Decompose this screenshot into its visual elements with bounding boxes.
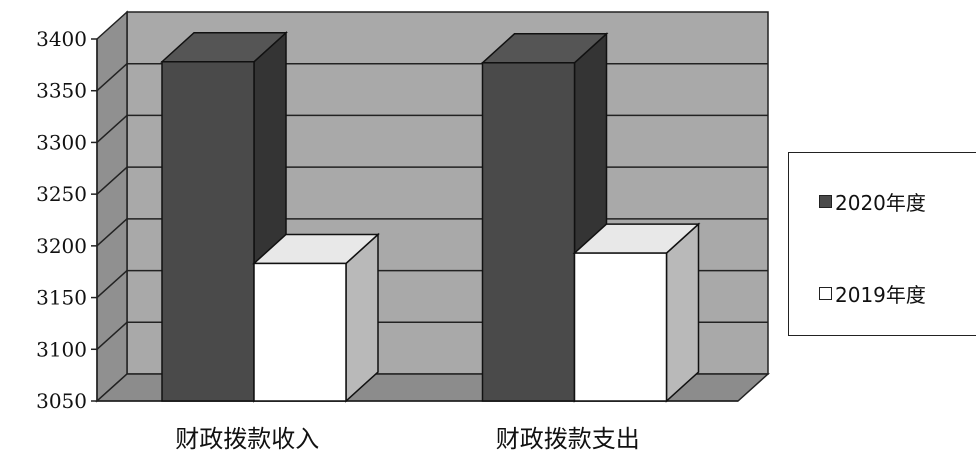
y-tick-label: 3250 [36, 182, 87, 206]
bar [253, 262, 347, 402]
bar [161, 61, 255, 402]
gridline-side [96, 114, 128, 143]
y-tick-label: 3050 [36, 389, 87, 413]
legend-item-2019: 2019年度 [819, 279, 926, 308]
bar [481, 62, 576, 402]
legend: 2020年度 2019年度 [788, 152, 976, 336]
legend-label-2020: 2020年度 [835, 191, 926, 215]
gridline-side [96, 63, 128, 92]
y-tick-label: 3200 [36, 234, 87, 258]
y-tick-label: 3400 [36, 27, 87, 51]
side-wall [96, 10, 128, 403]
gridline-side [96, 270, 128, 299]
legend-label-2019: 2019年度 [835, 283, 926, 307]
y-tick-label: 3300 [36, 130, 87, 154]
y-tick-label: 3350 [36, 79, 87, 103]
y-tick-label: 3150 [36, 286, 87, 310]
x-category-label: 财政拨款收入 [175, 425, 319, 453]
bar-side [665, 222, 700, 403]
y-tick-label: 3100 [36, 337, 87, 361]
x-category-label: 财政拨款支出 [496, 425, 640, 453]
legend-swatch-2020 [819, 195, 832, 208]
gridline-side [96, 218, 128, 247]
legend-item-2020: 2020年度 [819, 187, 926, 216]
legend-swatch-2019 [819, 287, 832, 300]
bar [573, 252, 668, 402]
gridline-side [96, 321, 128, 350]
gridline-side [96, 166, 128, 195]
